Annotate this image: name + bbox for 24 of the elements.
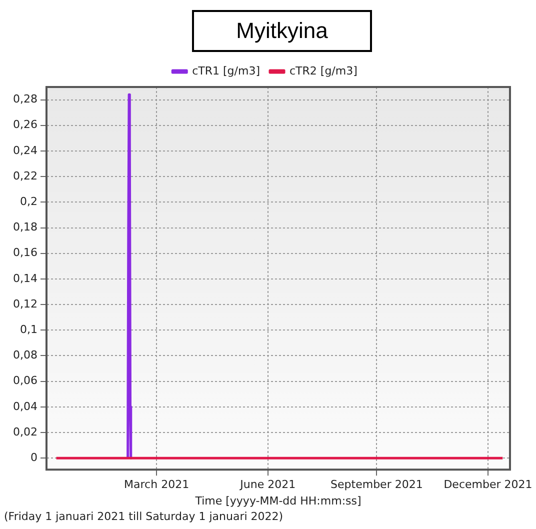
legend-label: cTR2 [g/m3]: [290, 64, 358, 78]
y-tick-label: 0,28: [12, 92, 38, 106]
text: (Friday 1 januari 2021 till Saturday 1 januari 2022): [4, 510, 284, 523]
x-axis-title: Time [yyyy-MM-dd HH:mm:ss]: [194, 494, 362, 508]
y-tick-label: 0,16: [12, 246, 38, 260]
x-tick-label: March 2021: [124, 478, 190, 492]
y-tick-label: 0,2: [20, 195, 38, 208]
y-tick-label: 0,1: [20, 322, 38, 336]
y-tick-label: 0,24: [12, 144, 38, 157]
legend-label: cTR1 [g/m3]: [192, 64, 260, 78]
y-tick-label: 0,22: [12, 169, 38, 182]
chart-title: Myitkyina: [192, 10, 372, 52]
x-tick-label: June 2021: [239, 478, 296, 492]
y-tick-label: 0,04: [12, 400, 38, 413]
y-tick-label: 0,02: [12, 425, 38, 438]
y-tick-label: 0: [30, 450, 38, 464]
y-tick-label: 0,18: [12, 220, 38, 234]
y-tick-label: 0,12: [12, 297, 38, 310]
x-tick-label: September 2021: [330, 478, 423, 492]
y-tick-label: 0,08: [12, 348, 38, 362]
y-tick-label: 0,26: [12, 118, 38, 132]
y-tick-label: 0,06: [12, 374, 38, 388]
y-tick-label: 0,14: [12, 272, 38, 285]
x-tick-label: December 2021: [444, 478, 532, 492]
